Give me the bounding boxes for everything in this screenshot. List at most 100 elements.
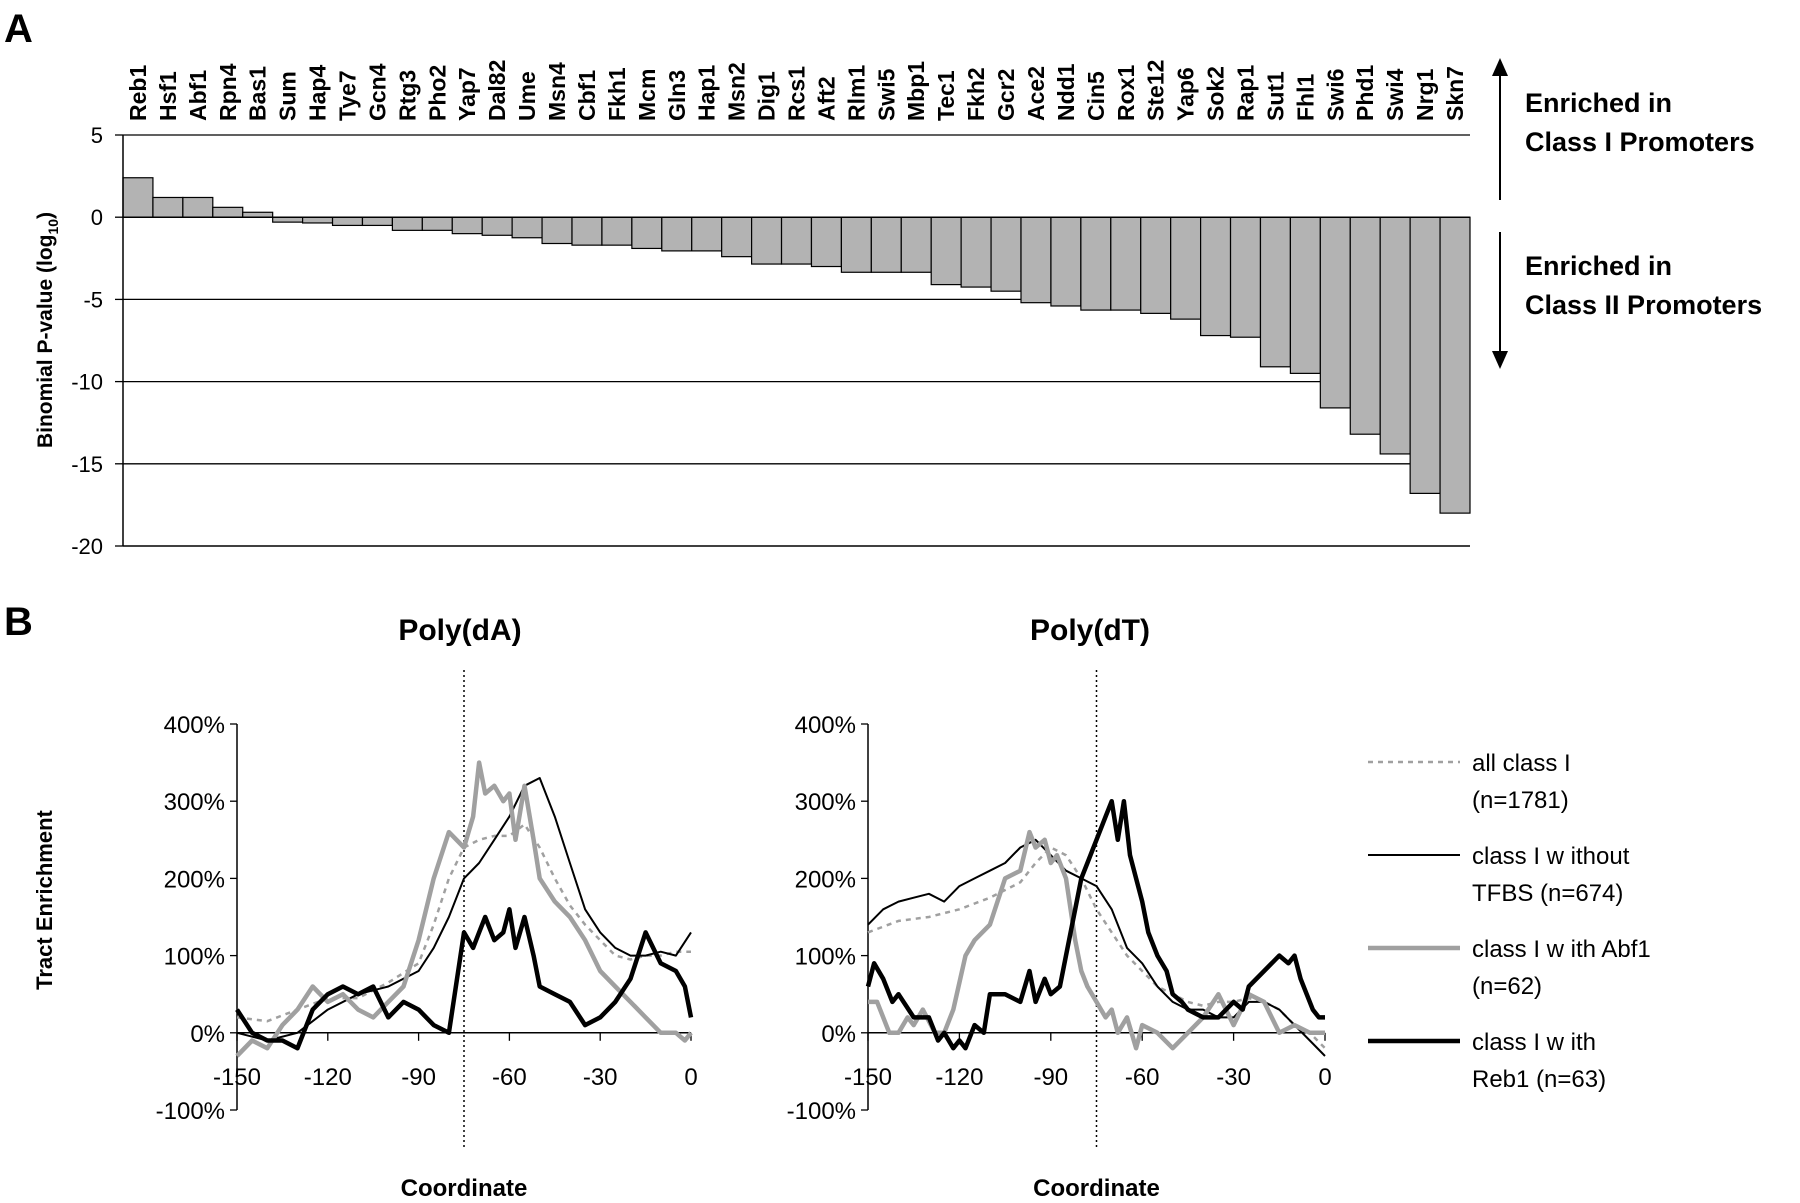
bar-category-label: Sut1 <box>1262 71 1288 121</box>
bar-category-label: Nrg1 <box>1412 68 1438 121</box>
line-chart-x-tick-label: -90 <box>1033 1064 1068 1091</box>
line-chart-x-axis-label: Coordinate <box>1033 1175 1160 1202</box>
line-chart-x-tick-label: -150 <box>844 1064 892 1091</box>
bar-sok2 <box>1199 216 1232 337</box>
bar-category-label: Hsf1 <box>155 71 181 121</box>
series-line-1 <box>236 823 691 1023</box>
bar-category-label: Rpn4 <box>215 63 241 121</box>
bar-category-label: Bas1 <box>245 66 271 121</box>
line-chart-title: Poly(dT) <box>1030 614 1150 647</box>
bar-rap1 <box>1229 216 1262 338</box>
bar-yap7 <box>451 216 483 235</box>
bar-category-label: Rtg3 <box>394 70 420 121</box>
bar-category-label: Tec1 <box>933 70 959 121</box>
line-chart-y-tick-label: 200% <box>164 866 225 893</box>
bar-chart-y-tick-label: 0 <box>91 205 103 230</box>
line-chart-poly-dt: Poly(dT) 400% 300% 200% 100% 0% -100% -150 -120 -… <box>787 614 1332 1202</box>
bar-cin5 <box>1080 216 1112 311</box>
bar-category-label: Swi4 <box>1382 68 1408 121</box>
line-chart-y-tick-label: 200% <box>795 866 856 893</box>
line-charts-panel-b: Tract Enrichment Poly(dA) 400% 300% 200% 100… <box>32 614 1651 1202</box>
bar-msn2 <box>721 216 753 258</box>
bar-category-label: Gln3 <box>664 70 690 121</box>
line-chart-x-tick-label: -60 <box>1125 1064 1160 1091</box>
bar-category-label: Fhl1 <box>1292 74 1318 121</box>
bar-fkh1 <box>601 216 633 246</box>
bar-rox1 <box>1110 216 1142 311</box>
line-chart-x-tick-label: 0 <box>1318 1064 1331 1091</box>
annotation-class-ii-line1: Enriched in <box>1525 251 1672 281</box>
bar-chart-y-tick-label: -5 <box>83 287 103 312</box>
bar-tec1 <box>930 216 962 286</box>
line-chart-x-tick-label: 0 <box>684 1064 697 1091</box>
bar-category-label: Yap7 <box>454 67 480 121</box>
line-chart-x-tick-label: -30 <box>583 1064 618 1091</box>
bar-sut1 <box>1259 216 1292 368</box>
legend-label-line2: Reb1 (n=63) <box>1472 1066 1606 1093</box>
line-chart-y-tick-label: 300% <box>164 789 225 816</box>
line-chart-y-axis-label: Tract Enrichment <box>32 809 57 989</box>
bar-category-label: Abf1 <box>185 70 211 121</box>
bar-category-label: Gcr2 <box>993 69 1019 121</box>
bar-category-label: Sum <box>275 71 301 121</box>
line-chart-x-tick-label: -120 <box>304 1064 352 1091</box>
panel-label-a: A <box>4 7 33 51</box>
line-chart-y-tick-label: 100% <box>795 944 856 971</box>
bar-mbp1 <box>900 216 932 273</box>
bar-ace2 <box>1020 216 1052 304</box>
line-chart-x-tick-label: -30 <box>1216 1064 1251 1091</box>
bar-category-label: Rcs1 <box>784 66 810 121</box>
bar-category-label: Sok2 <box>1203 66 1229 121</box>
line-chart-y-tick-label: 0% <box>821 1021 856 1048</box>
line-chart-y-tick-label: -100% <box>156 1098 225 1125</box>
bar-tye7 <box>331 216 364 227</box>
bar-fhl1 <box>1289 216 1321 374</box>
bar-rcs1 <box>780 216 813 265</box>
series-line-1 <box>867 846 1326 1050</box>
bar-category-label: Gcn4 <box>364 63 390 121</box>
line-chart-y-tick-label: 100% <box>164 944 225 971</box>
bar-hap4 <box>302 216 334 224</box>
bar-dal82 <box>481 216 513 236</box>
bar-chart-y-tick-label: -15 <box>71 452 103 477</box>
bar-ume <box>511 216 543 239</box>
series-line-4 <box>865 798 1325 1051</box>
line-chart-title: Poly(dA) <box>398 614 521 647</box>
line-chart-x-tick-label: -150 <box>213 1064 261 1091</box>
bar-ndd1 <box>1050 216 1082 307</box>
bar-gcr2 <box>990 216 1022 292</box>
legend-label-line2: (n=62) <box>1472 973 1542 1000</box>
line-chart-y-tick-label: 300% <box>795 789 856 816</box>
bar-category-label: Cin5 <box>1083 71 1109 121</box>
bar-category-label: Rlm1 <box>843 65 869 121</box>
bar-category-label: Fkh1 <box>604 67 630 121</box>
bar-nrg1 <box>1409 216 1441 494</box>
bar-rpn4 <box>212 206 244 218</box>
bar-chart-y-tick-label: -10 <box>71 370 103 395</box>
bar-skn7 <box>1439 216 1471 514</box>
bar-category-label: Phd1 <box>1352 65 1378 121</box>
bar-category-label: Ace2 <box>1023 66 1049 121</box>
bar-category-label: Pho2 <box>424 65 450 121</box>
bar-category-label: Hap4 <box>305 65 331 121</box>
bar-category-label: Aft2 <box>813 76 839 121</box>
bar-category-label: Swi5 <box>873 68 899 121</box>
legend-label-line1: all class I <box>1472 750 1571 777</box>
series-line-4 <box>235 907 694 1051</box>
bar-phd1 <box>1349 216 1381 435</box>
bar-chart-y-ticks: 5 0 -5 -10 -15 -20 <box>71 123 123 559</box>
bar-category-label: Rox1 <box>1113 65 1139 121</box>
bar-category-label: Msn2 <box>724 62 750 121</box>
bar-category-label: Yap6 <box>1173 67 1199 121</box>
bar-rtg3 <box>391 216 423 231</box>
line-chart-poly-da: Poly(dA) 400% 300% 200% 100% 0% -100% -150 -120 -… <box>156 614 698 1202</box>
line-chart-x-tick-label: -120 <box>935 1064 983 1091</box>
bar-category-label: Mcm <box>634 69 660 121</box>
bar-category-label: Ume <box>514 71 540 121</box>
bar-category-label: Mbp1 <box>903 61 929 121</box>
bar-gln3 <box>661 216 693 252</box>
legend-label-line1: class I w ith <box>1472 1029 1596 1056</box>
line-chart-x-axis-label: Coordinate <box>401 1175 528 1202</box>
annotation-class-i-line1: Enriched in <box>1525 88 1672 118</box>
